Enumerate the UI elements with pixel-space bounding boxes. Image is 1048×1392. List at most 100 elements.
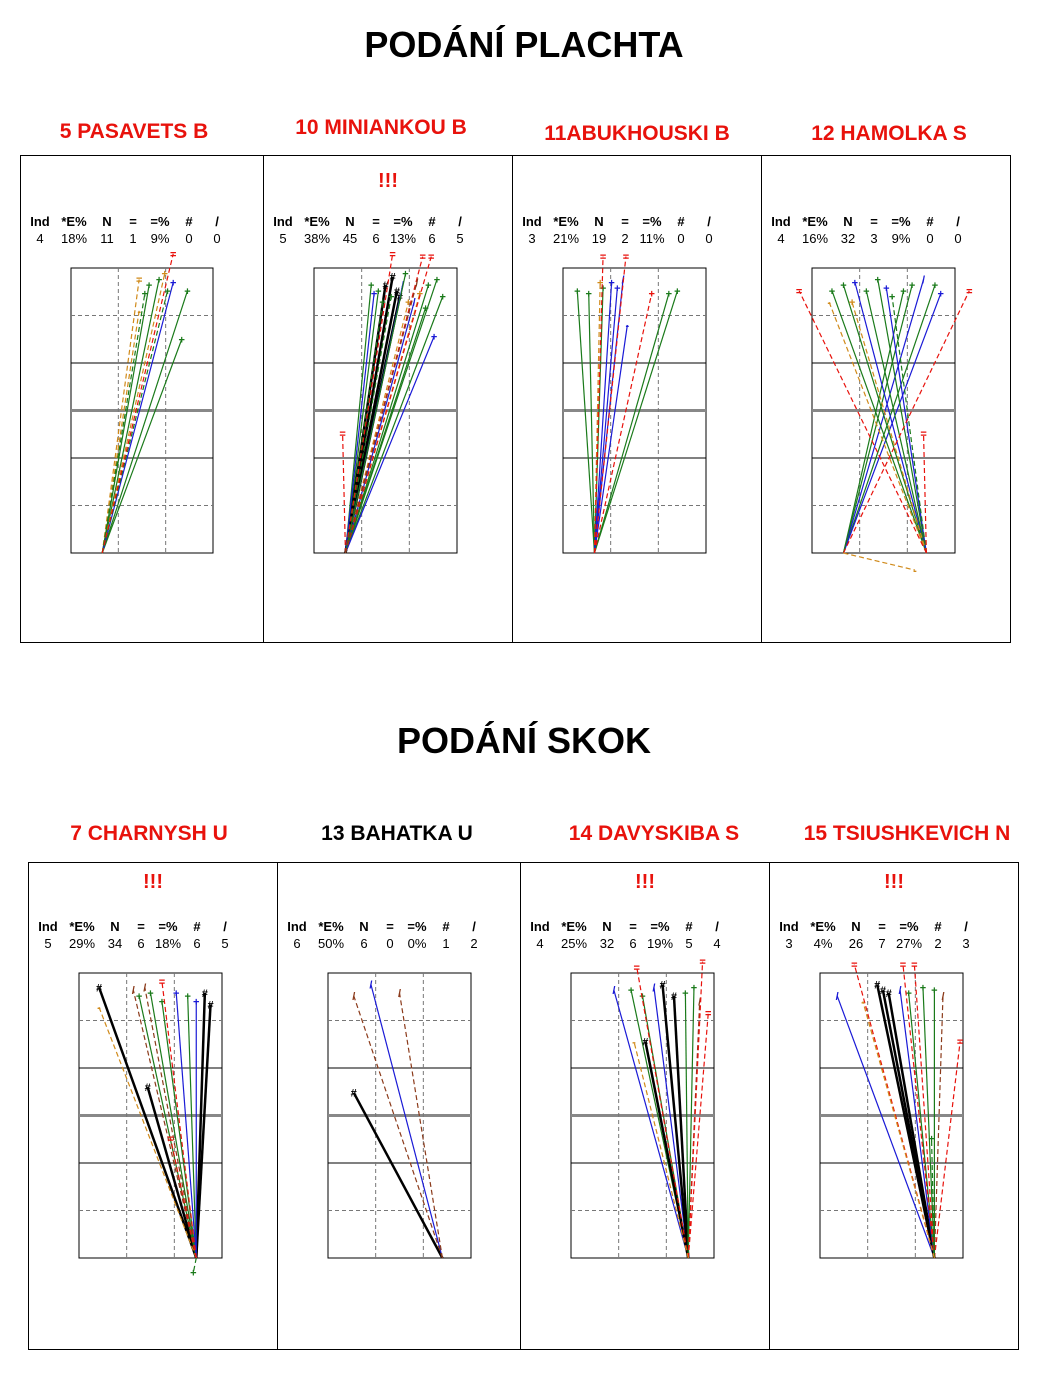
stat-value: 7 <box>878 936 886 951</box>
stat-value: 2 <box>470 936 478 951</box>
serve-mark: # <box>659 979 665 991</box>
stat-value: 18% <box>154 936 182 951</box>
stat-label: *E% <box>69 919 95 934</box>
stat-value: 5 <box>221 936 229 951</box>
serve-mark: + <box>600 283 606 295</box>
stat-label: Ind <box>522 214 542 229</box>
serve-line <box>862 1001 935 1259</box>
serve-chart: + ++++= +-++= <box>70 249 214 554</box>
stat-label: *E% <box>61 214 87 229</box>
serve-line <box>161 1001 197 1259</box>
serve-line <box>593 293 670 554</box>
player-name: 14 DAVYSKIBA S <box>568 822 740 845</box>
serve-mark: + <box>162 269 168 281</box>
serve-line <box>187 995 197 1259</box>
stat-value: 4 <box>777 231 785 246</box>
serve-line <box>344 284 429 554</box>
stat-value: 0 <box>677 231 685 246</box>
stat-values: 4 16% 32 3 9% 0 0 <box>766 231 972 246</box>
serve-mark: + <box>179 334 185 346</box>
serve-mark: # <box>351 1088 357 1100</box>
serve-mark: + <box>156 274 162 286</box>
serve-mark: - <box>913 565 917 577</box>
serve-mark: + <box>574 286 580 298</box>
serve-line <box>798 290 927 554</box>
serve-line <box>344 296 444 554</box>
player-name: 11ABUKHOUSKI B <box>544 122 730 145</box>
serve-mark: / <box>398 988 401 1000</box>
stat-values: 5 38% 45 6 13% 6 5 <box>268 231 474 246</box>
serve-mark: + <box>852 277 858 289</box>
serve-mark: + <box>371 289 377 301</box>
stat-value: 34 <box>107 936 123 951</box>
serve-mark: - <box>632 1036 636 1048</box>
serve-mark: - <box>137 306 141 318</box>
stat-header: Ind *E% N = =% # / <box>525 919 731 934</box>
stat-value: 18% <box>60 231 88 246</box>
serve-line <box>101 293 146 554</box>
stat-header: Ind *E% N = =% # / <box>766 214 972 229</box>
serve-mark: + <box>928 1133 934 1145</box>
player-name: 5 PASAVETS B <box>59 120 209 143</box>
warning-mark: !!! <box>378 170 398 192</box>
stat-label: = <box>870 214 878 229</box>
stat-values: 4 25% 32 6 19% 5 4 <box>525 936 731 951</box>
serve-mark: + <box>368 280 374 292</box>
stat-value: 32 <box>599 936 615 951</box>
stat-value: 6 <box>629 936 637 951</box>
serve-mark: + <box>674 286 680 298</box>
stat-value: 21% <box>552 231 580 246</box>
stat-label: N <box>602 919 612 934</box>
serve-mark: # <box>96 982 102 994</box>
warning-mark: !!! <box>635 871 655 893</box>
player-name: 15 TSIUSHKEVICH N <box>803 822 1011 845</box>
serve-line <box>352 1092 444 1259</box>
stat-value: 0 <box>954 231 962 246</box>
serve-line <box>933 1041 961 1259</box>
serve-line <box>842 284 927 554</box>
serve-line <box>653 987 689 1259</box>
stat-label: # <box>193 919 201 934</box>
stat-value: 4 <box>536 936 544 951</box>
serve-line <box>661 984 690 1259</box>
serve-mark: = <box>170 249 176 261</box>
stat-label: =% <box>393 214 413 229</box>
serve-chart: +++++-+++/==+ <box>562 252 707 554</box>
stat-value: 0 <box>213 231 221 246</box>
serve-line <box>930 1138 935 1259</box>
serve-mark: + <box>875 274 881 286</box>
stat-label: / <box>956 214 960 229</box>
stat-label: = <box>621 214 629 229</box>
stat-value: 32 <box>840 231 856 246</box>
serve-chart: ####+ ++ +++// =-+= <box>78 972 223 1279</box>
serve-line <box>842 290 905 554</box>
serve-mark: # <box>145 1082 151 1094</box>
serve-mark: = <box>600 252 606 264</box>
serve-line <box>576 290 596 554</box>
serve-line <box>344 282 418 554</box>
stat-value: 6 <box>293 936 301 951</box>
stat-header: Ind *E% N = =% # / <box>774 919 980 934</box>
serve-line <box>922 987 935 1259</box>
serve-mark: + <box>840 280 846 292</box>
stat-label: # <box>442 919 450 934</box>
serve-line <box>398 992 443 1259</box>
stat-header: Ind *E% N = =% # / <box>25 214 231 229</box>
serve-line <box>101 290 189 554</box>
serve-line <box>672 995 690 1259</box>
serve-mark: / <box>899 985 902 997</box>
serve-line <box>344 302 415 554</box>
serve-line <box>613 989 689 1259</box>
serve-mark: + <box>920 982 926 994</box>
stat-label: N <box>345 214 355 229</box>
serve-line <box>175 992 197 1259</box>
serve-line <box>192 1257 197 1273</box>
serve-chart: /# # # / + + +/= = ==+- <box>819 959 964 1259</box>
stat-value: 0 <box>705 231 713 246</box>
serve-mark: + <box>586 289 592 301</box>
stat-label: = <box>386 919 394 934</box>
serve-mark: + <box>434 274 440 286</box>
stat-label: N <box>102 214 112 229</box>
serve-mark: # <box>880 985 886 997</box>
stat-label: =% <box>899 919 919 934</box>
